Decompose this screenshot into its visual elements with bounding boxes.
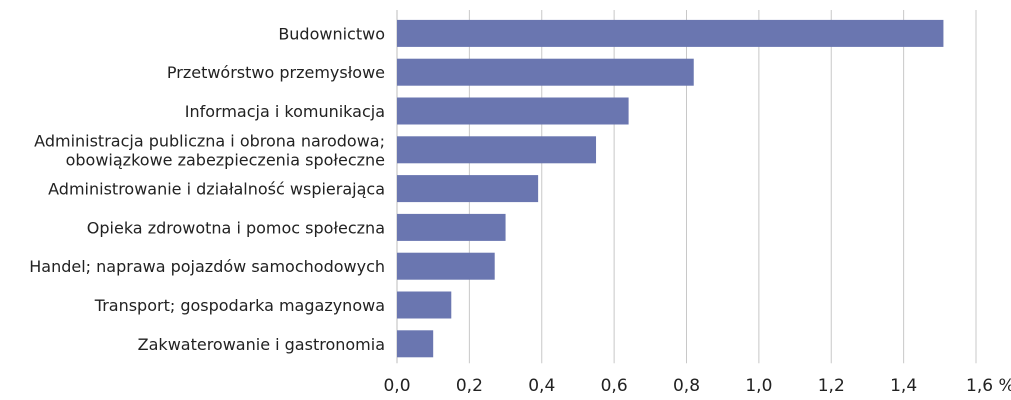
category-label: Administrowanie i działalność wspierając… xyxy=(48,180,385,199)
category-label: obowiązkowe zabezpieczenia społeczne xyxy=(66,150,385,169)
bar xyxy=(397,58,694,86)
bar xyxy=(397,175,539,203)
category-label: Informacja i komunikacja xyxy=(185,102,385,121)
x-tick-label: 1,0 xyxy=(745,376,772,396)
bar xyxy=(397,19,944,47)
category-label-layer: Budownictwo Przetwórstwo przemysłowe Infor… xyxy=(29,24,385,353)
category-label: Zakwaterowanie i gastronomia xyxy=(138,335,385,354)
category-label: Przetwórstwo przemysłowe xyxy=(167,63,385,82)
category-label: Transport; gospodarka magazynowa xyxy=(94,296,385,315)
bar xyxy=(397,136,597,164)
category-label: Handel; naprawa pojazdów samochodowych xyxy=(29,257,385,276)
category-label: Opieka zdrowotna i pomoc społeczna xyxy=(87,218,385,237)
x-tick-label: 0,0 xyxy=(383,376,410,396)
category-label: Administracja publiczna i obrona narodow… xyxy=(34,131,385,150)
x-tick-label: 1,2 xyxy=(818,376,845,396)
bar xyxy=(397,97,629,125)
bar xyxy=(397,252,495,280)
tick-label-layer: 0,0 0,2 0,4 0,6 0,8 1,0 1,2 1,4 1,6 % xyxy=(383,376,1011,396)
x-tick-label: 1,4 xyxy=(890,376,917,396)
x-tick-label: 0,2 xyxy=(456,376,483,396)
x-tick-label: 0,8 xyxy=(673,376,700,396)
x-tick-label: 0,4 xyxy=(528,376,555,396)
category-label: Budownictwo xyxy=(278,24,385,43)
bar xyxy=(397,330,434,358)
x-tick-label: 0,6 xyxy=(601,376,628,396)
bar xyxy=(397,213,506,241)
x-tick-label: 1,6 % xyxy=(966,376,1011,396)
bar xyxy=(397,291,452,319)
bar-layer xyxy=(397,19,944,358)
